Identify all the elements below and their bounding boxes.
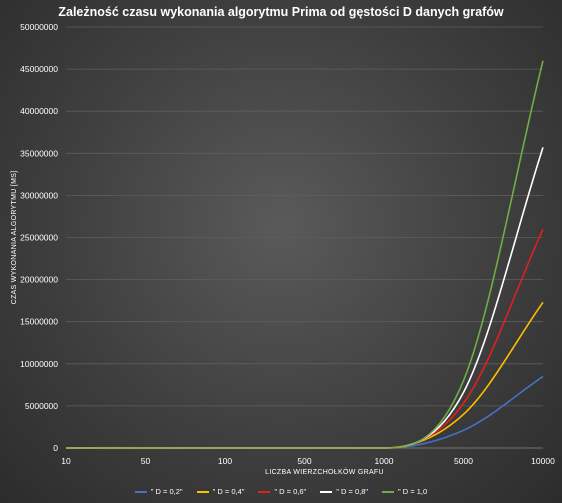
legend-label: " D = 0,8" [336,487,369,496]
legend-swatch [134,490,147,493]
legend-swatch [320,490,333,493]
y-axis-title: CZAS WYKONANIA ALGORYTMU [MS] [11,171,18,305]
x-tick-label: 10000 [531,456,555,466]
series-line-3 [66,147,544,449]
x-tick-label: 1000 [375,456,394,466]
legend-item-0: " D = 0,2" [134,487,183,496]
y-tick-label: 30000000 [20,190,58,200]
x-axis-title: LICZBA WIERZCHOŁKÓW GRAFU [265,467,384,476]
y-tick-label: 15000000 [20,317,58,327]
y-tick-label: 10000000 [20,359,58,369]
x-tick-label: 500 [297,456,311,466]
x-tick-label: 50 [141,456,151,466]
y-tick-label: 5000000 [25,401,58,411]
series-line-4 [66,60,544,449]
series-line-0 [66,375,544,449]
y-tick-label: 50000000 [20,22,58,32]
legend-item-2: " D = 0,6" [258,487,306,496]
y-tick-label: 45000000 [20,64,58,74]
y-tick-label: 20000000 [20,275,58,285]
y-tick-label: 0 [53,443,58,453]
legend-item-1: " D = 0,4" [196,487,245,496]
x-tick-label: 5000 [454,456,473,466]
legend-swatch [258,490,271,493]
y-tick-label: 25000000 [20,233,58,243]
legend-swatch [382,490,395,493]
legend-label: " D = 0,6" [274,487,307,496]
legend-label: " D = 0,4" [212,487,245,496]
y-tick-label: 40000000 [20,106,58,116]
legend-label: " D = 1,0 [398,487,428,496]
y-tick-label: 35000000 [20,148,58,158]
legend: " D = 0,2" " D = 0,4" " D = 0,6" " D = 0,8"… [0,487,562,496]
chart-title: Zależność czasu wykonania algorytmu Prim… [58,5,504,19]
legend-item-4: " D = 1,0 [382,487,427,496]
legend-item-3: " D = 0,8" [320,487,368,496]
x-tick-label: 100 [218,456,232,466]
x-tick-label: 10 [61,456,71,466]
series-line-2 [66,228,544,449]
legend-swatch [196,490,209,493]
legend-label: " D = 0,2" [150,487,183,496]
